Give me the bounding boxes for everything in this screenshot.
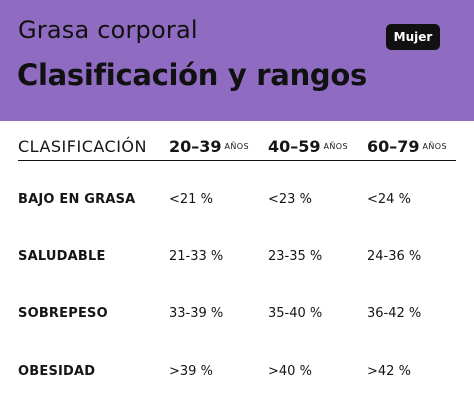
header-divider xyxy=(18,160,456,161)
age-range: 20–39 xyxy=(169,137,222,156)
age-unit: AÑOS xyxy=(224,142,249,151)
table-cell: >42 % xyxy=(367,364,411,379)
table-cell: 23-35 % xyxy=(268,249,323,264)
header-banner: Grasa corporal Clasificación y rangos Mu… xyxy=(0,0,474,121)
table-cell: 21-33 % xyxy=(169,249,224,264)
table-cell: <24 % xyxy=(367,192,411,207)
table-cell: 24-36 % xyxy=(367,249,422,264)
row-label-obesidad: OBESIDAD xyxy=(18,364,96,379)
age-unit: AÑOS xyxy=(422,142,447,151)
gender-badge: Mujer xyxy=(386,24,440,50)
age-unit: AÑOS xyxy=(323,142,348,151)
table-cell: 36-42 % xyxy=(367,306,422,321)
row-label-sobrepeso: SOBREPESO xyxy=(18,306,108,321)
row-label-bajo-en-grasa: BAJO EN GRASA xyxy=(18,192,136,207)
age-range: 40–59 xyxy=(268,137,321,156)
table-cell: >39 % xyxy=(169,364,213,379)
column-header-age-60-79: 60–79 AÑOS xyxy=(367,137,447,156)
table-cell: >40 % xyxy=(268,364,312,379)
page-title: Clasificación y rangos xyxy=(17,58,367,92)
table-cell: <23 % xyxy=(268,192,312,207)
row-label-saludable: SALUDABLE xyxy=(18,249,106,264)
age-range: 60–79 xyxy=(367,137,420,156)
column-header-age-20-39: 20–39 AÑOS xyxy=(169,137,249,156)
column-header-age-40-59: 40–59 AÑOS xyxy=(268,137,348,156)
table-cell: 35-40 % xyxy=(268,306,323,321)
column-header-classification: CLASIFICACIÓN xyxy=(18,137,147,156)
table-cell: 33-39 % xyxy=(169,306,224,321)
page-subtitle: Grasa corporal xyxy=(18,16,198,44)
table-cell: <21 % xyxy=(169,192,213,207)
